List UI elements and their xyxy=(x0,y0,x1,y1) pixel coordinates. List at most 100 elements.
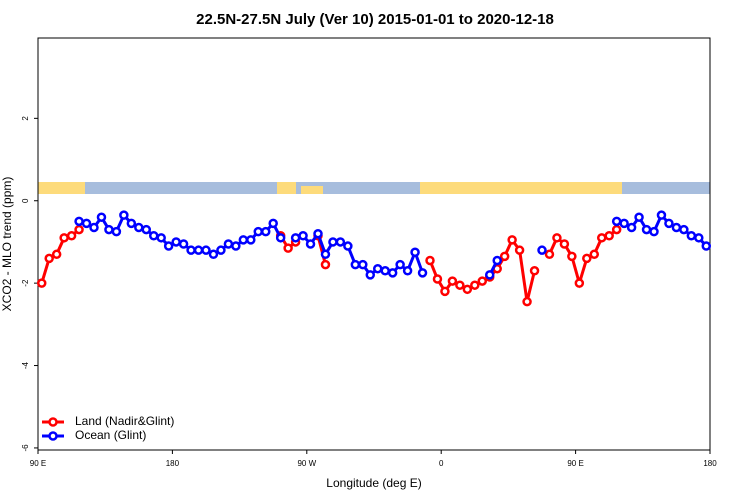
point xyxy=(193,245,204,255)
point xyxy=(447,276,458,286)
point xyxy=(320,259,331,270)
x-tick-label: 90 E xyxy=(567,459,583,468)
point xyxy=(626,222,637,233)
point xyxy=(59,233,69,243)
point xyxy=(51,249,62,260)
point xyxy=(514,245,525,255)
point xyxy=(141,224,152,235)
point xyxy=(589,249,600,260)
y-tick-label: -6 xyxy=(21,444,30,452)
point xyxy=(701,241,712,251)
point xyxy=(246,235,256,245)
point xyxy=(470,280,480,290)
point xyxy=(275,233,286,243)
point xyxy=(492,255,502,266)
y-tick-label: 2 xyxy=(21,116,30,121)
point xyxy=(298,231,308,241)
point xyxy=(104,224,114,235)
point xyxy=(171,237,181,247)
point xyxy=(320,249,331,260)
point xyxy=(537,245,547,255)
point xyxy=(395,259,405,270)
legend-marker xyxy=(48,417,58,427)
legend-label: Ocean (Glint) xyxy=(75,428,146,442)
y-axis-label: XCO2 - MLO trend (ppm) xyxy=(0,177,14,312)
point xyxy=(66,231,77,241)
point xyxy=(462,284,473,295)
point xyxy=(81,218,92,229)
point xyxy=(96,212,107,222)
point xyxy=(328,237,338,247)
point xyxy=(313,228,323,239)
point xyxy=(89,222,99,233)
point xyxy=(410,247,420,257)
point xyxy=(649,226,659,237)
point xyxy=(156,233,166,243)
point xyxy=(216,245,226,255)
point xyxy=(432,274,443,284)
point xyxy=(664,218,674,229)
point xyxy=(163,241,174,251)
point xyxy=(365,270,376,280)
point xyxy=(268,218,278,229)
point xyxy=(552,233,562,243)
x-axis-label: Longitude (deg E) xyxy=(326,476,421,490)
y-tick-label: -4 xyxy=(21,361,30,369)
point xyxy=(679,224,689,235)
point xyxy=(201,245,211,255)
point xyxy=(186,245,196,255)
x-tick-label: 180 xyxy=(166,459,180,468)
point xyxy=(380,266,390,276)
point xyxy=(484,270,495,280)
point xyxy=(477,276,488,286)
point xyxy=(686,231,697,241)
point xyxy=(343,241,353,251)
plot-frame xyxy=(37,37,711,451)
point xyxy=(44,253,54,264)
point xyxy=(402,266,413,276)
point xyxy=(574,278,585,288)
point xyxy=(567,251,577,262)
point xyxy=(387,268,398,278)
point xyxy=(671,222,682,233)
legend-label: Land (Nadir&Glint) xyxy=(75,414,174,428)
point xyxy=(126,218,137,229)
point xyxy=(372,263,383,274)
point xyxy=(178,239,189,249)
point xyxy=(119,210,129,220)
point xyxy=(290,233,301,243)
point xyxy=(417,268,428,278)
point xyxy=(440,286,450,297)
point xyxy=(611,216,622,227)
point xyxy=(694,233,704,243)
x-tick-label: 90 E xyxy=(30,459,46,468)
point xyxy=(305,239,316,249)
point xyxy=(238,235,249,245)
point xyxy=(619,218,629,229)
point xyxy=(111,226,122,237)
point xyxy=(522,296,532,307)
point xyxy=(634,212,644,222)
point xyxy=(499,251,510,262)
point xyxy=(231,241,241,251)
point xyxy=(148,231,159,241)
point xyxy=(425,255,435,266)
point xyxy=(656,210,667,220)
point xyxy=(223,239,234,249)
chart-title: 22.5N-27.5N July (Ver 10) 2015-01-01 to … xyxy=(196,11,554,28)
point xyxy=(596,233,607,243)
point xyxy=(507,235,517,245)
map-strip xyxy=(38,182,710,194)
point xyxy=(253,226,264,237)
y-tick-label: 0 xyxy=(21,198,30,203)
point xyxy=(529,266,540,276)
point xyxy=(74,224,84,235)
point xyxy=(260,226,271,237)
point xyxy=(455,280,465,290)
point xyxy=(559,239,570,249)
point xyxy=(350,259,361,270)
point xyxy=(611,224,622,235)
y-tick-label: -2 xyxy=(21,279,30,287)
point xyxy=(335,237,346,247)
point xyxy=(582,253,592,264)
